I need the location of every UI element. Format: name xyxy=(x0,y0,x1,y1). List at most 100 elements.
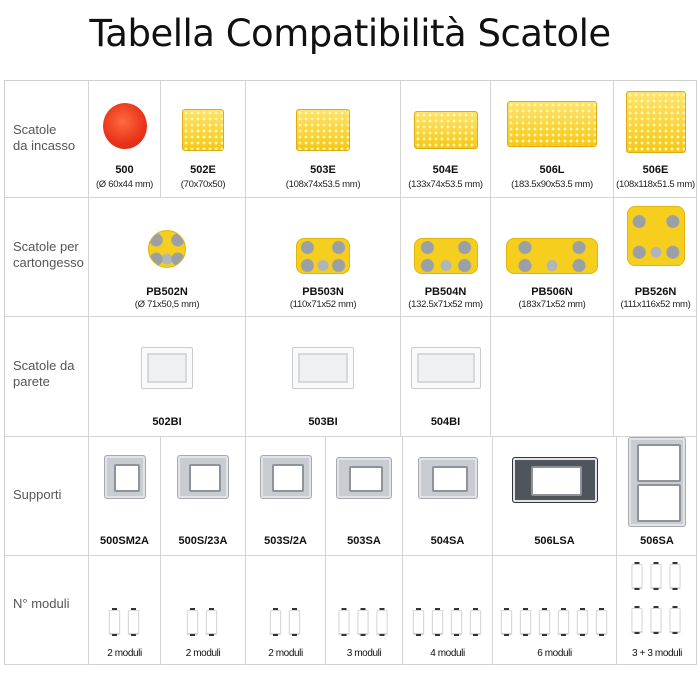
module-count: 2 moduli xyxy=(107,648,142,659)
product-cell: 503SA xyxy=(326,437,403,556)
product-cell: PB504N (132.5x71x52 mm) xyxy=(401,198,491,317)
product-cell: 500 (Ø 60x44 mm) xyxy=(89,81,161,198)
product-code: 506LSA xyxy=(534,535,575,547)
row-header-cell: Scatole per cartongesso xyxy=(5,198,89,317)
product-code: 500SM2A xyxy=(100,535,149,547)
support-frame-icon xyxy=(336,457,392,499)
product-code: PB503N xyxy=(302,286,344,298)
product-cell: 504SA xyxy=(403,437,493,556)
module-icon xyxy=(650,606,662,634)
modules-group xyxy=(269,608,302,636)
product-code: 502BI xyxy=(152,416,182,428)
row-label: Supporti xyxy=(13,487,62,502)
product-code: 506SA xyxy=(640,535,674,547)
product-dimensions: (133x74x53.5 mm) xyxy=(408,179,483,190)
module-icon xyxy=(538,608,550,636)
module-icon xyxy=(576,608,588,636)
support-opening xyxy=(189,464,221,492)
product-code: 506L xyxy=(539,164,565,176)
module-icon xyxy=(557,608,569,636)
support-frame-dark-icon xyxy=(511,457,598,503)
row-label: Scatole per cartongesso xyxy=(13,239,84,270)
module-icon xyxy=(288,608,300,636)
wall-box-icon xyxy=(141,347,193,389)
product-cell: 3 + 3 moduli xyxy=(617,556,697,665)
product-dimensions: (183x71x52 mm) xyxy=(518,299,586,310)
product-code: 503SA xyxy=(347,535,381,547)
yellow-rect-box-icon xyxy=(296,109,350,151)
product-cell: 3 moduli xyxy=(326,556,403,665)
modules-group xyxy=(187,608,219,636)
module-icon xyxy=(669,606,681,634)
product-cell: 2 moduli xyxy=(246,556,326,665)
module-icon xyxy=(650,562,662,590)
support-opening xyxy=(349,466,383,492)
product-cell: 504BI xyxy=(401,317,491,437)
product-cell: 6 moduli xyxy=(493,556,617,665)
row-header-cell: Scatole da parete xyxy=(5,317,89,437)
module-count: 3 + 3 moduli xyxy=(632,648,682,659)
product-code: PB504N xyxy=(424,286,467,298)
module-icon xyxy=(376,608,388,636)
module-icon xyxy=(631,562,643,590)
module-icon xyxy=(357,608,369,636)
support-frame-double-icon xyxy=(628,437,686,527)
module-icon xyxy=(595,608,607,636)
product-cell: PB502N (Ø 71x50,5 mm) xyxy=(89,198,246,317)
product-dimensions: (108x118x51.5 mm) xyxy=(616,179,695,190)
compatibility-table: Scatole da incasso 500 (Ø 60x44 mm) 502E (70… xyxy=(4,80,697,665)
modules-group xyxy=(108,608,141,636)
drywall-rect-box-icon xyxy=(413,238,478,274)
module-icon xyxy=(431,608,443,636)
modules-group xyxy=(412,608,483,636)
module-count: 6 moduli xyxy=(537,648,572,659)
module-icon xyxy=(450,608,462,636)
module-icon xyxy=(206,608,217,636)
product-cell: 503E (108x74x53.5 mm) xyxy=(246,81,401,198)
module-icon xyxy=(108,608,120,636)
product-cell: 2 moduli xyxy=(89,556,161,665)
wall-box-icon xyxy=(410,347,481,389)
modules-group xyxy=(631,562,683,644)
product-cell: PB506N (183x71x52 mm) xyxy=(491,198,614,317)
module-icon xyxy=(469,608,481,636)
support-opening xyxy=(113,464,140,492)
module-icon xyxy=(519,608,531,636)
product-cell: 4 moduli xyxy=(403,556,493,665)
product-code: PB506N xyxy=(531,286,573,298)
row-label: Scatole da incasso xyxy=(13,122,76,153)
product-dimensions: (Ø 60x44 mm) xyxy=(95,179,154,190)
support-opening xyxy=(637,484,681,522)
product-code: 503BI xyxy=(308,416,338,428)
product-cell: 500S/23A xyxy=(161,437,246,556)
product-cell: 500SM2A xyxy=(89,437,161,556)
modules-group xyxy=(338,608,390,636)
product-code: 500 xyxy=(115,164,134,176)
row-header-cell: Supporti xyxy=(5,437,89,556)
module-icon xyxy=(269,608,281,636)
product-dimensions: (183.5x90x53.5 mm) xyxy=(511,179,593,190)
module-icon xyxy=(187,608,198,636)
product-cell: 503BI xyxy=(246,317,401,437)
product-cell: 504E (133x74x53.5 mm) xyxy=(401,81,491,198)
product-code: 504SA xyxy=(430,535,465,547)
row-label: Scatole da parete xyxy=(13,358,75,389)
support-opening xyxy=(271,464,304,492)
yellow-square-box-icon xyxy=(625,91,686,153)
product-code: 503E xyxy=(310,164,336,176)
support-frame-icon xyxy=(177,455,229,499)
product-cell: 503S/2A xyxy=(246,437,326,556)
support-frame-icon xyxy=(417,457,478,499)
product-cell: PB526N (111x116x52 mm) xyxy=(614,198,697,317)
yellow-rect-box-icon xyxy=(413,111,478,149)
product-cell: 506L (183.5x90x53.5 mm) xyxy=(491,81,614,198)
page-title: Tabella Compatibilità Scatole xyxy=(89,12,611,55)
module-icon xyxy=(127,608,139,636)
module-icon xyxy=(500,608,512,636)
support-frame-icon xyxy=(103,455,146,499)
product-code: 503S/2A xyxy=(264,535,307,547)
yellow-rect-box-icon xyxy=(507,101,597,147)
product-dimensions: (70x70x50) xyxy=(180,179,226,190)
product-code: PB502N xyxy=(146,286,188,298)
module-count: 2 moduli xyxy=(268,648,303,659)
